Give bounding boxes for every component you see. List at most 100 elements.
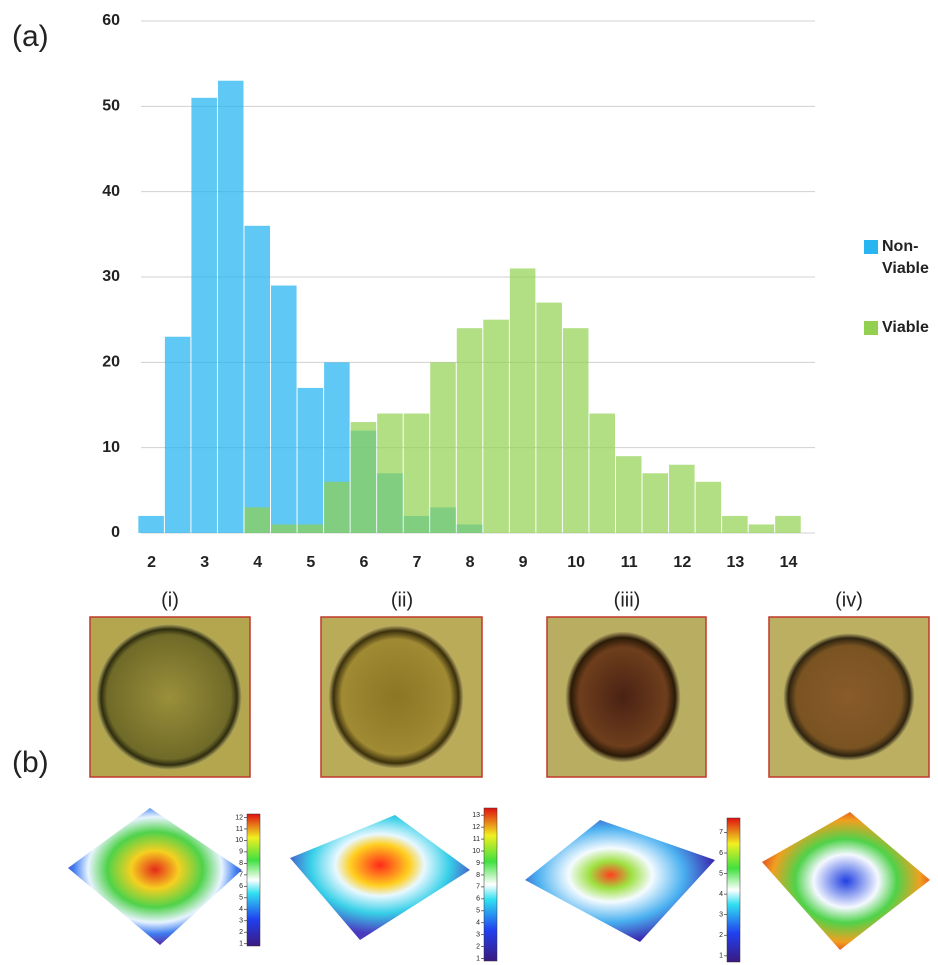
colorbar-tick-label: 6	[476, 896, 480, 903]
colorbar-tick-label: 4	[239, 906, 243, 913]
y-tick-label: 0	[111, 524, 120, 541]
x-tick-label: 12	[673, 554, 691, 571]
surface-plot	[68, 808, 242, 945]
y-tick-label: 60	[102, 12, 120, 29]
y-tick-label: 40	[102, 183, 120, 200]
bar	[749, 524, 775, 533]
bar	[775, 516, 801, 533]
legend-swatch	[864, 240, 878, 254]
bar	[510, 268, 536, 533]
legend-label: Viable	[882, 317, 938, 339]
bar	[616, 456, 642, 533]
bar	[165, 337, 191, 533]
bar	[589, 414, 615, 533]
x-tick-label: 14	[780, 554, 798, 571]
bar	[696, 482, 722, 533]
colorbar-tick-label: 9	[239, 849, 243, 856]
bar	[298, 524, 324, 533]
colorbar-tick-label: 11	[473, 836, 480, 843]
y-tick-label: 30	[102, 268, 120, 285]
x-tick-label: 4	[253, 554, 262, 571]
colorbar-tick-label: 2	[719, 932, 723, 939]
colorbar	[484, 808, 497, 961]
pollen-grain	[96, 624, 242, 770]
pollen-grain	[783, 633, 915, 761]
bar	[324, 482, 350, 533]
colorbar-tick-label: 6	[719, 850, 723, 857]
bar	[191, 98, 217, 533]
colorbar-tick-label: 1	[719, 953, 723, 960]
colorbar-tick-label: 12	[472, 824, 480, 831]
colorbar-tick-label: 6	[239, 883, 243, 890]
pollen-grain	[565, 631, 681, 763]
x-tick-label: 11	[621, 554, 638, 571]
image-label: (iv)	[835, 589, 863, 611]
colorbar-tick-label: 1	[239, 941, 243, 948]
bar	[643, 473, 669, 533]
colorbar	[727, 818, 740, 962]
x-tick-label: 3	[200, 554, 209, 571]
colorbar-tick-label: 11	[236, 826, 243, 833]
colorbar-tick-label: 3	[476, 932, 480, 939]
bar	[244, 226, 270, 533]
y-tick-label: 20	[102, 354, 120, 371]
surface-plot	[290, 815, 470, 940]
figure-canvas: (a) (b) 0102030405060234567891011121314(…	[0, 0, 938, 965]
x-tick-label: 6	[359, 554, 368, 571]
x-tick-label: 10	[567, 554, 585, 571]
bar	[377, 414, 403, 533]
image-label: (ii)	[391, 589, 413, 611]
legend-label: Non-Viable	[882, 236, 938, 280]
bar	[351, 422, 377, 533]
bar	[457, 328, 483, 533]
colorbar-tick-label: 2	[239, 929, 243, 936]
bar	[563, 328, 589, 533]
micrographs	[90, 617, 929, 777]
colorbar-tick-label: 4	[719, 891, 723, 898]
colorbar-tick-label: 9	[476, 860, 480, 867]
colorbar-tick-label: 8	[239, 860, 243, 867]
panel-label: (a)	[12, 20, 49, 53]
image-label: (iii)	[614, 589, 641, 611]
colorbar-tick-label: 7	[719, 829, 723, 836]
image-label: (i)	[161, 589, 179, 611]
x-tick-label: 9	[519, 554, 528, 571]
colorbar	[247, 814, 260, 946]
colorbar-tick-label: 3	[719, 912, 723, 919]
x-tick-label: 5	[306, 554, 315, 571]
colorbar-tick-label: 10	[235, 837, 243, 844]
colorbar-tick-label: 13	[472, 812, 480, 819]
bar	[430, 362, 456, 533]
bar	[218, 81, 244, 533]
x-tick-label: 7	[413, 554, 422, 571]
x-tick-label: 2	[147, 554, 156, 571]
colorbar-tick-label: 7	[239, 872, 243, 879]
colorbar-tick-label: 5	[719, 870, 723, 877]
x-tick-label: 13	[726, 554, 744, 571]
bar	[138, 516, 164, 533]
colorbar-tick-label: 10	[472, 848, 480, 855]
colorbar-tick-label: 7	[476, 884, 480, 891]
pollen-grain	[328, 625, 464, 769]
bar	[722, 516, 748, 533]
bar	[298, 388, 324, 533]
colorbar-tick-label: 3	[239, 918, 243, 925]
colorbar-tick-label: 12	[235, 814, 243, 821]
x-tick-label: 8	[466, 554, 475, 571]
figure: (a) (b) 0102030405060234567891011121314(…	[0, 0, 938, 965]
bar	[536, 303, 562, 533]
surface-plot	[525, 820, 715, 942]
bar	[669, 465, 695, 533]
surface-plot	[762, 812, 930, 950]
bar	[271, 286, 297, 533]
colorbar-tick-label: 2	[476, 944, 480, 951]
y-tick-label: 10	[102, 439, 120, 456]
surface-plots	[68, 808, 930, 950]
y-tick-label: 50	[102, 98, 120, 115]
colorbar-tick-label: 8	[476, 872, 480, 879]
bar	[244, 507, 270, 533]
panel-label: (b)	[12, 746, 49, 779]
colorbar-tick-label: 5	[476, 908, 480, 915]
colorbar-tick-label: 5	[239, 895, 243, 902]
bar	[483, 320, 509, 533]
